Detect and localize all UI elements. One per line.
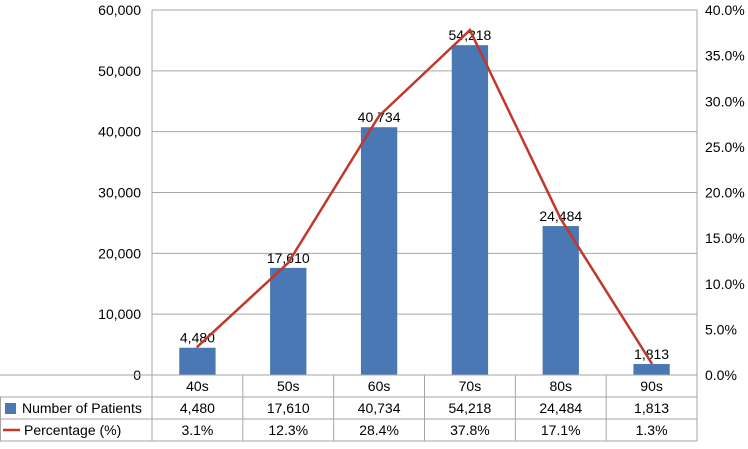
table-cell-percentage: 1.3%	[636, 422, 668, 438]
percentage-point	[650, 361, 653, 365]
bar-value-label: 4,480	[180, 330, 215, 346]
bar	[360, 127, 398, 375]
y-right-tick-label: 20.0%	[705, 185, 745, 201]
y-left-tick-label: 60,000	[98, 2, 141, 18]
bar-value-label: 1,813	[634, 346, 669, 362]
y-left-tick-label: 10,000	[98, 306, 141, 322]
y-right-tick-label: 25.0%	[705, 139, 745, 155]
table-cell-patients: 24,484	[539, 400, 582, 416]
bar	[270, 267, 307, 375]
legend-swatch-patients	[5, 403, 16, 414]
y-right-tick-label: 10.0%	[705, 276, 745, 292]
table-cell-patients: 54,218	[449, 400, 492, 416]
y-left-tick-label: 30,000	[98, 185, 141, 201]
y-right-tick-label: 0.0%	[705, 367, 737, 383]
table-cell-patients: 17,610	[267, 400, 310, 416]
y-right-tick-label: 30.0%	[705, 93, 745, 109]
percentage-point	[196, 345, 199, 348]
bar-value-label: 24,484	[539, 208, 582, 224]
table-cell-patients: 40,734	[358, 400, 401, 416]
bar	[451, 45, 489, 376]
percentage-point	[559, 217, 562, 221]
y-right-tick-label: 40.0%	[705, 2, 745, 18]
table-cell-patients: 1,813	[634, 400, 669, 416]
bar	[542, 226, 579, 375]
table-cell-percentage: 37.8%	[450, 422, 490, 438]
percentage-point	[468, 28, 472, 32]
y-right-tick-label: 15.0%	[705, 230, 745, 246]
table-cell-percentage: 3.1%	[181, 422, 213, 438]
category-label: 80s	[549, 378, 572, 394]
category-label: 60s	[368, 378, 391, 394]
category-label: 70s	[459, 378, 482, 394]
table-cell-percentage: 12.3%	[268, 422, 308, 438]
y-left-tick-label: 50,000	[98, 63, 141, 79]
legend-label-patients: Number of Patients	[22, 400, 142, 416]
percentage-point	[377, 114, 381, 118]
bar	[633, 363, 670, 375]
category-label: 90s	[640, 378, 663, 394]
y-left-tick-label: 40,000	[98, 124, 141, 140]
percentage-point	[287, 261, 290, 264]
category-label: 40s	[186, 378, 209, 394]
y-right-tick-label: 35.0%	[705, 48, 745, 64]
table-cell-percentage: 17.1%	[541, 422, 581, 438]
percentage-line	[196, 27, 653, 364]
y-left-tick-label: 20,000	[98, 245, 141, 261]
category-label: 50s	[277, 378, 300, 394]
bar-value-label: 17,610	[267, 250, 310, 266]
table-cell-patients: 4,480	[180, 400, 215, 416]
bar	[179, 347, 216, 375]
legend-label-percentage: Percentage (%)	[24, 422, 121, 438]
table-cell-percentage: 28.4%	[359, 422, 399, 438]
y-right-tick-label: 5.0%	[705, 321, 737, 337]
